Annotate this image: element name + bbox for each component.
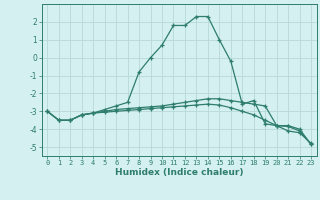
X-axis label: Humidex (Indice chaleur): Humidex (Indice chaleur) xyxy=(115,168,244,177)
